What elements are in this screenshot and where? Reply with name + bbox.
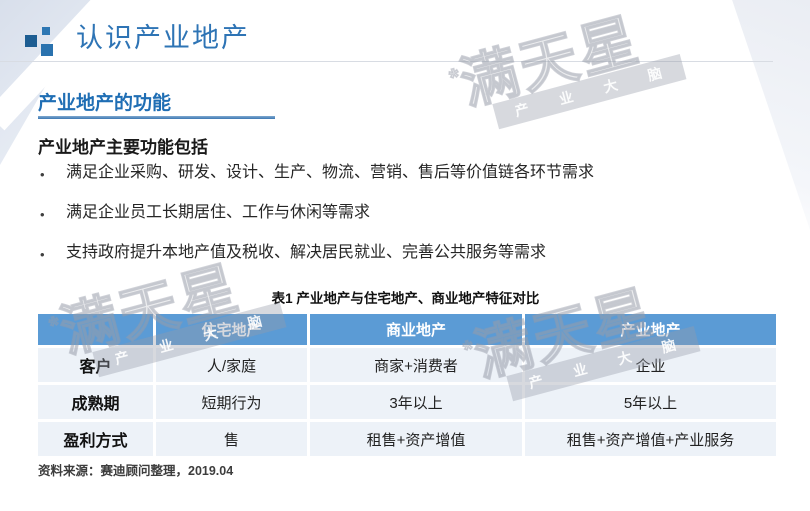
- table-cell: 短期行为: [156, 385, 307, 419]
- squares-logo-icon: [22, 18, 58, 56]
- table-row-label: 客户: [38, 348, 153, 382]
- watermark-logo-text: *满天星: [446, 2, 681, 118]
- bullet-dot: •: [40, 167, 45, 182]
- list-item: • 支持政府提升本地产值及税收、解决居民就业、完善公共服务等需求: [40, 242, 770, 266]
- star-icon: *: [446, 62, 464, 92]
- table-header-cell: [38, 314, 153, 345]
- content-subtitle: 产业地产主要功能包括: [38, 138, 208, 157]
- logo-square-dark: [25, 35, 37, 47]
- watermark: *满天星 产 业 大 脑: [446, 2, 687, 138]
- table-cell: 3年以上: [310, 385, 522, 419]
- bullet-text: 支持政府提升本地产值及税收、解决居民就业、完善公共服务等需求: [66, 244, 547, 261]
- logo-square-small: [42, 27, 50, 35]
- bullet-dot: •: [40, 207, 45, 222]
- list-item: • 满足企业员工长期居住、工作与休闲等需求: [40, 202, 770, 226]
- table-header-cell: 住宅地产: [156, 314, 307, 345]
- table-header-cell: 产业地产: [525, 314, 776, 345]
- list-item: • 满足企业采购、研发、设计、生产、物流、营销、售后等价值链各环节需求: [40, 162, 770, 186]
- table-header-cell: 商业地产: [310, 314, 522, 345]
- bullet-dot: •: [40, 247, 45, 262]
- section-underline: [38, 116, 275, 119]
- comparison-table: 住宅地产 商业地产 产业地产 客户 人/家庭 商家+消费者 企业 成熟期 短期行…: [38, 314, 776, 456]
- table-cell: 人/家庭: [156, 348, 307, 382]
- table-row-label: 成熟期: [38, 385, 153, 419]
- watermark-brand: 满天星: [453, 6, 648, 118]
- table-cell: 企业: [525, 348, 776, 382]
- table-cell: 5年以上: [525, 385, 776, 419]
- table-cell: 租售+资产增值: [310, 422, 522, 456]
- section-title: 产业地产的功能: [38, 93, 172, 114]
- logo-square-medium: [41, 44, 53, 56]
- bullet-text: 满足企业采购、研发、设计、生产、物流、营销、售后等价值链各环节需求: [66, 164, 595, 181]
- table-row-label: 盈利方式: [38, 422, 153, 456]
- table-cell: 售: [156, 422, 307, 456]
- table-cell: 租售+资产增值+产业服务: [525, 422, 776, 456]
- watermark-band: 产 业 大 脑: [492, 54, 687, 130]
- table-cell: 商家+消费者: [310, 348, 522, 382]
- table-caption: 表1 产业地产与住宅地产、商业地产特征对比: [271, 291, 540, 306]
- bullet-text: 满足企业员工长期居住、工作与休闲等需求: [66, 204, 371, 221]
- bullet-list: • 满足企业采购、研发、设计、生产、物流、营销、售后等价值链各环节需求 • 满足…: [40, 162, 770, 282]
- source-note: 资料来源：赛迪顾问整理，2019.04: [38, 464, 234, 478]
- page-title: 认识产业地产: [76, 23, 250, 54]
- header-divider: [0, 61, 773, 62]
